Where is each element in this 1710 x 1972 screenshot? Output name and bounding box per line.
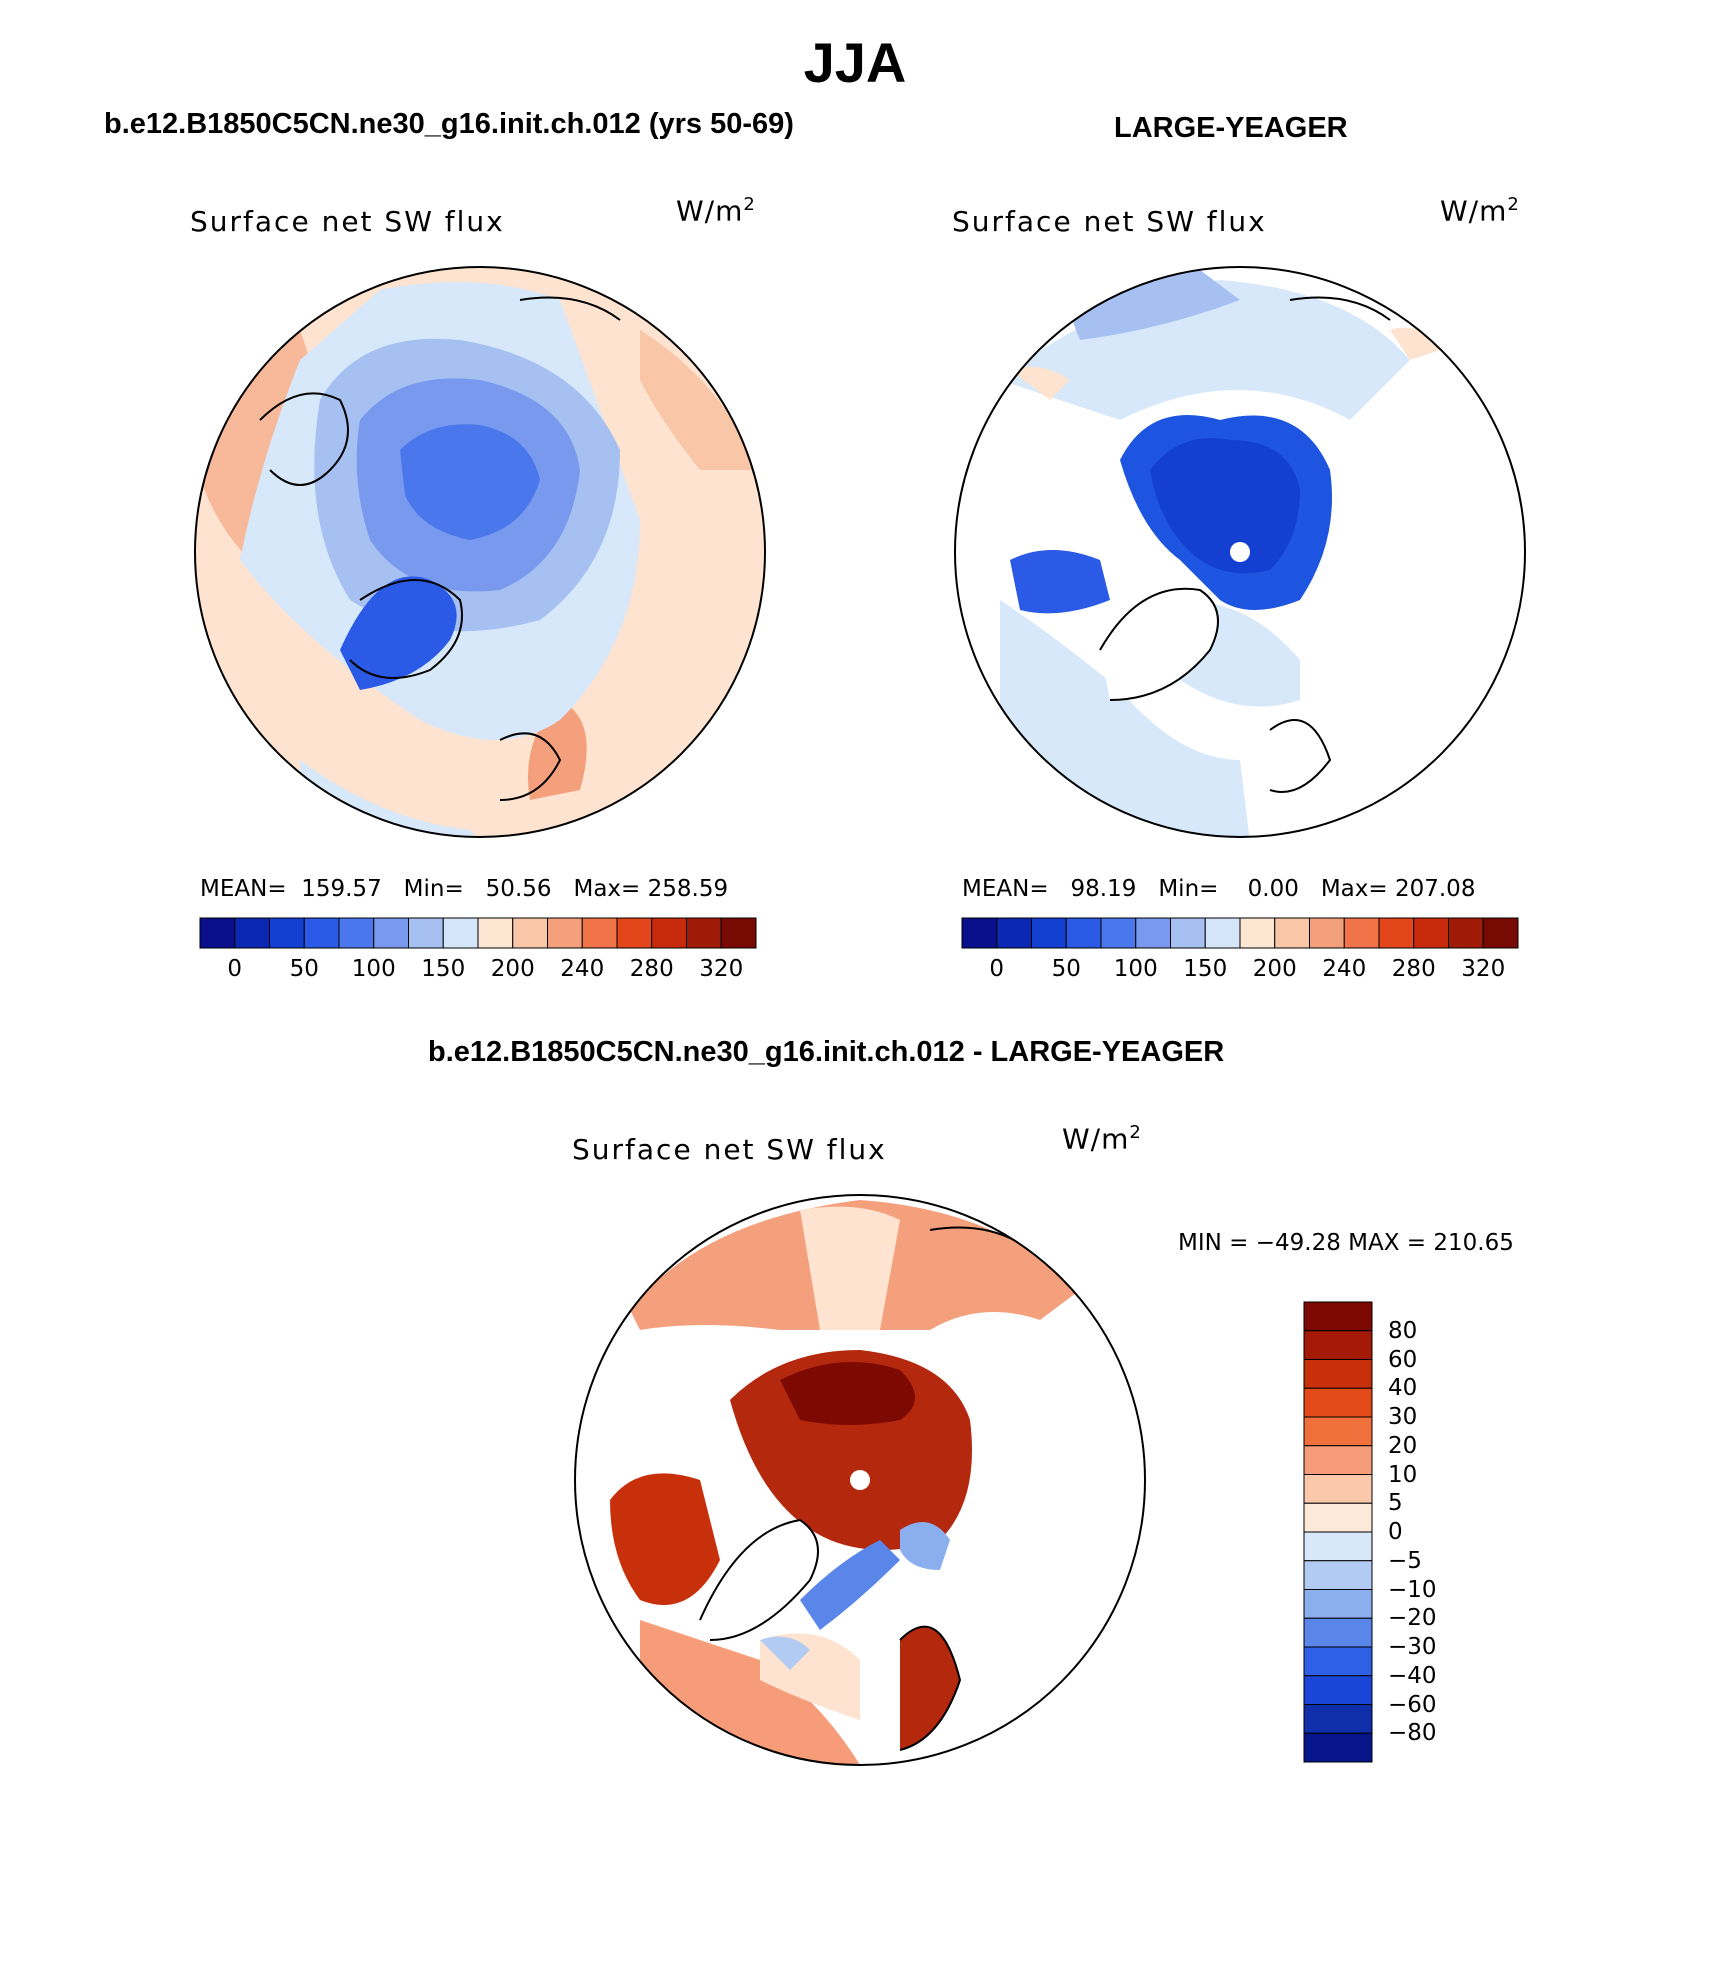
left-colorbar-box	[199, 917, 236, 949]
left-colorbar-box	[408, 917, 444, 949]
right-colorbar-box	[1274, 917, 1310, 949]
right-colorbar-tick-label: 0	[989, 956, 1005, 982]
right-colorbar-box	[1065, 917, 1102, 949]
left-colorbar-box	[651, 917, 687, 949]
left-colorbar-tick-label: 100	[351, 956, 396, 982]
left-variable-label: Surface net SW flux	[190, 205, 505, 238]
diff-colorbar-tick-label: 30	[1388, 1404, 1418, 1430]
diff-colorbar-box	[1303, 1387, 1373, 1418]
right-colorbar-box	[1170, 917, 1206, 949]
right-colorbar-tick-label: 100	[1113, 956, 1158, 982]
diff-colorbar-box	[1303, 1474, 1373, 1504]
right-colorbar-box	[1378, 917, 1415, 949]
right-colorbar-box	[961, 917, 998, 949]
diff-colorbar	[1303, 1301, 1373, 1763]
left-colorbar-box	[234, 917, 270, 949]
right-colorbar-box	[1204, 917, 1241, 949]
left-colorbar-box	[547, 917, 583, 949]
right-colorbar-box	[1100, 917, 1137, 949]
diff-colorbar-tick-label: 40	[1388, 1375, 1418, 1402]
diff-colorbar-tick-label: −30	[1388, 1634, 1437, 1660]
right-colorbar-labels: 0 50 100 150 200 240 280 320	[962, 956, 1518, 986]
right-colorbar-box	[1135, 917, 1171, 949]
diff-colorbar-tick-label: −60	[1388, 1691, 1437, 1718]
diff-colorbar-box	[1303, 1646, 1373, 1677]
diff-colorbar-box	[1303, 1502, 1373, 1533]
diff-pole-marker	[850, 1470, 870, 1490]
left-colorbar-box	[442, 917, 479, 949]
left-units-label: W/m2	[676, 194, 756, 228]
diff-minmax: MIN = −49.28 MAX = 210.65	[1178, 1230, 1514, 1256]
right-colorbar	[961, 917, 1519, 949]
diff-colorbar-tick-label: 10	[1388, 1461, 1418, 1488]
diff-colorbar-box	[1303, 1560, 1373, 1590]
diff-units-label: W/m2	[1062, 1122, 1142, 1156]
right-colorbar-tick-label: 280	[1391, 956, 1436, 982]
right-colorbar-box	[1482, 917, 1519, 949]
diff-colorbar-tick-label: −40	[1388, 1662, 1437, 1689]
left-colorbar-box	[686, 917, 722, 949]
right-colorbar-box	[1448, 917, 1484, 949]
right-colorbar-tick-label: 150	[1183, 956, 1228, 982]
left-colorbar-labels: 0 50 100 150 200 240 280 320	[200, 956, 756, 986]
left-colorbar-tick-label: 320	[699, 956, 744, 982]
diff-colorbar-tick-label: 20	[1388, 1432, 1418, 1459]
diff-colorbar-box	[1303, 1359, 1373, 1389]
right-colorbar-tick-label: 240	[1322, 956, 1367, 982]
diff-variable-label: Surface net SW flux	[572, 1133, 887, 1166]
diff-colorbar-tick-label: −80	[1388, 1720, 1437, 1747]
figure-title: JJA	[803, 31, 907, 94]
right-colorbar-box	[996, 917, 1032, 949]
diff-colorbar-box	[1303, 1301, 1373, 1332]
diff-colorbar-tick-label: −5	[1388, 1547, 1422, 1574]
left-colorbar-tick-label: 150	[421, 956, 466, 982]
right-colorbar-tick-label: 50	[1051, 956, 1081, 982]
right-colorbar-box	[1239, 917, 1276, 949]
diff-colorbar-tick-label: 60	[1388, 1346, 1418, 1373]
left-colorbar-tick-label: 0	[227, 956, 243, 982]
right-variable-label: Surface net SW flux	[952, 205, 1267, 238]
diff-colorbar-box	[1303, 1589, 1373, 1619]
right-case-title: LARGE-YEAGER	[1114, 112, 1348, 144]
left-colorbar-tick-label: 240	[560, 956, 605, 982]
diff-colorbar-tick-label: −10	[1388, 1576, 1437, 1603]
diff-colorbar-box	[1303, 1704, 1373, 1734]
right-colorbar-box	[1343, 917, 1380, 949]
diff-case-title: b.e12.B1850C5CN.ne30_g16.init.ch.012 - L…	[428, 1036, 1225, 1068]
diff-colorbar-tick-label: 5	[1388, 1490, 1403, 1517]
right-colorbar-tick-label: 200	[1252, 956, 1297, 982]
diff-colorbar-labels: 80 60 40 30 20 10 5 0 −5 −10 −20 −30 −40 −60 −80	[1388, 1302, 1488, 1762]
left-colorbar-tick-label: 200	[490, 956, 535, 982]
diff-colorbar-box	[1303, 1416, 1373, 1447]
diff-colorbar-box	[1303, 1330, 1373, 1360]
right-colorbar-tick-label: 320	[1461, 956, 1506, 982]
left-stats: MEAN= 159.57 Min= 50.56 Max= 258.59	[200, 876, 729, 902]
right-pole-marker	[1230, 542, 1250, 562]
left-colorbar-tick-label: 280	[629, 956, 674, 982]
left-colorbar	[199, 917, 757, 949]
diff-colorbar-box	[1303, 1732, 1373, 1763]
diff-colorbar-box	[1303, 1617, 1373, 1648]
left-colorbar-box	[720, 917, 757, 949]
right-colorbar-box	[1309, 917, 1345, 949]
diff-colorbar-tick-label: −20	[1388, 1605, 1437, 1632]
left-colorbar-box	[616, 917, 653, 949]
left-colorbar-box	[269, 917, 305, 949]
diff-colorbar-tick-label: 0	[1388, 1519, 1403, 1545]
diff-colorbar-tick-label: 80	[1388, 1317, 1418, 1344]
right-colorbar-box	[1413, 917, 1449, 949]
diff-colorbar-box	[1303, 1675, 1373, 1705]
diff-colorbar-box	[1303, 1531, 1373, 1562]
right-units-label: W/m2	[1440, 194, 1520, 228]
diff-colorbar-box	[1303, 1445, 1373, 1475]
left-colorbar-tick-label: 50	[289, 956, 319, 982]
right-stats: MEAN= 98.19 Min= 0.00 Max= 207.08	[962, 876, 1476, 902]
left-colorbar-box	[512, 917, 548, 949]
left-case-title: b.e12.B1850C5CN.ne30_g16.init.ch.012 (yr…	[104, 108, 794, 140]
